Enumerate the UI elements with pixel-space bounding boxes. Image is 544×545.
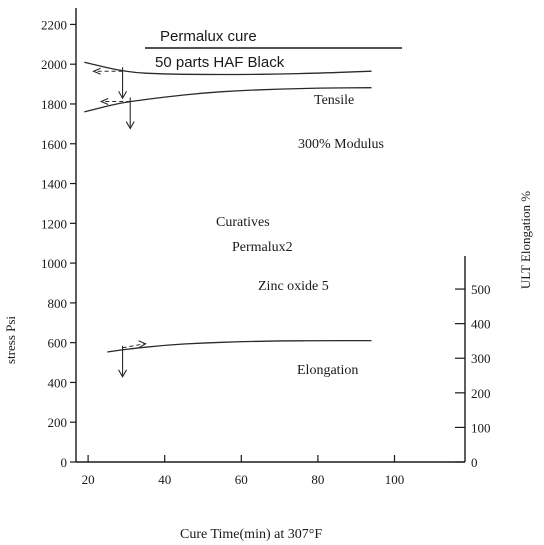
x-tick-label: 80 — [311, 472, 324, 487]
y-left-tick-label: 1400 — [41, 177, 67, 192]
y-left-tick-label: 2200 — [41, 17, 67, 32]
marker-right-elongation — [122, 343, 145, 349]
y-right-tick-label: 400 — [471, 317, 491, 332]
y-right-tick-label: 0 — [471, 455, 478, 470]
y-axis-left-ticks: 0 200 400 600 800 1000 1200 1400 1600 1800 2000 220… — [41, 17, 76, 470]
y-left-tick-label: 1000 — [41, 256, 67, 271]
marker-left-head-300-modulus — [99, 97, 109, 105]
y-left-tick-label: 1800 — [41, 97, 67, 112]
y-axis-right-label: ULT Elongation % — [518, 191, 533, 289]
annotation-line-3: Zinc oxide 5 — [258, 279, 329, 294]
x-tick-label: 100 — [385, 472, 405, 487]
x-tick-label: 20 — [82, 472, 95, 487]
y-left-tick-label: 0 — [61, 455, 68, 470]
annotation-line-1: Curatives — [216, 215, 270, 230]
marker-right-head-elongation — [138, 340, 147, 349]
series-label-300-modulus: 300% Modulus — [298, 137, 384, 152]
series-layer: Tensile 300% Modulus Elongation — [84, 61, 384, 378]
chart-title-1: Permalux cure — [160, 28, 257, 45]
chart-title-2: 50 parts HAF Black — [155, 54, 285, 71]
marker-down-head-300-modulus — [125, 121, 135, 130]
y-left-tick-label: 1200 — [41, 216, 67, 231]
y-right-tick-label: 200 — [471, 386, 491, 401]
y-axis-right-ticks: 0 100 200 300 400 500 — [455, 282, 491, 470]
y-left-tick-label: 800 — [48, 296, 68, 311]
series-line-elongation — [107, 339, 372, 353]
y-left-tick-label: 400 — [48, 375, 68, 390]
series-line-300-modulus — [84, 87, 372, 113]
markers-layer — [92, 67, 147, 378]
series-label-tensile: Tensile — [314, 93, 354, 108]
marker-left-head-tensile — [92, 67, 101, 75]
marker-down-head-tensile — [118, 90, 128, 100]
y-left-tick-label: 1600 — [41, 137, 67, 152]
series-line-tensile — [84, 61, 372, 76]
y-left-tick-label: 200 — [48, 415, 68, 430]
y-right-tick-label: 500 — [471, 282, 491, 297]
y-right-tick-label: 300 — [471, 351, 491, 366]
x-tick-label: 40 — [158, 472, 171, 487]
x-axis-ticks: 20 40 60 80 100 — [82, 455, 405, 487]
x-tick-label: 60 — [235, 472, 248, 487]
y-axis-left-label: stress Psi — [3, 316, 18, 364]
y-left-tick-label: 600 — [48, 336, 68, 351]
y-right-tick-label: 100 — [471, 420, 491, 435]
series-label-elongation: Elongation — [297, 363, 358, 378]
x-axis-label: Cure Time(min) at 307°F — [180, 527, 322, 542]
y-left-tick-label: 2000 — [41, 57, 67, 72]
axes — [75, 8, 466, 463]
annotation-line-2: Permalux2 — [232, 240, 293, 255]
marker-down-head-elongation — [118, 369, 128, 378]
